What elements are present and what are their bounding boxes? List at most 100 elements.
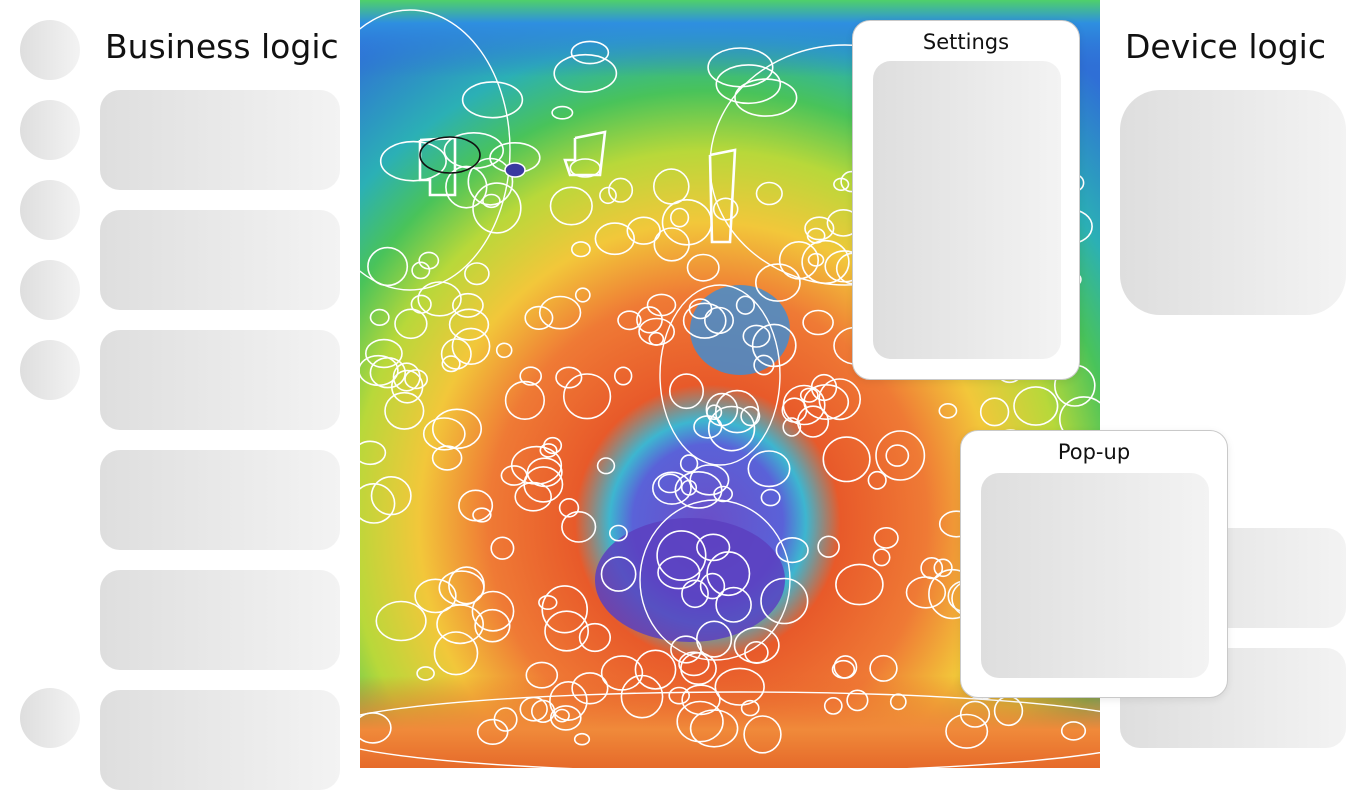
crater-ring — [561, 511, 597, 543]
popup-content-block — [981, 473, 1209, 678]
crater-ring — [668, 686, 691, 705]
crater-ring — [410, 294, 432, 314]
crater-ring — [490, 536, 515, 560]
crater-ring — [653, 227, 690, 262]
crater-ring — [411, 261, 431, 280]
crater-ring — [504, 380, 545, 421]
crater-ring — [945, 713, 989, 749]
crater-ring — [807, 252, 825, 267]
crater-ring — [670, 635, 702, 664]
placeholder-circle-3 — [20, 180, 80, 240]
crater-ring — [686, 253, 720, 282]
crater-ring — [751, 323, 797, 368]
crater-ring — [464, 262, 490, 286]
crater-ring — [549, 186, 593, 226]
crater-ring — [755, 181, 783, 206]
crater-ring — [551, 105, 574, 120]
crater-ring — [448, 308, 490, 341]
business-logic-block-6 — [100, 690, 340, 790]
crater-ring — [364, 338, 403, 369]
crater-ring — [570, 241, 591, 258]
crater-ring — [740, 406, 761, 427]
placeholder-circle-6 — [20, 688, 80, 748]
crater-ring — [550, 705, 582, 731]
crater-ring — [594, 222, 636, 256]
crater-ring — [471, 590, 515, 632]
crater-ring — [573, 732, 591, 746]
crater-ring — [905, 576, 947, 609]
crater-ring — [652, 168, 690, 205]
crater-ring — [875, 430, 926, 481]
crater-ring — [392, 362, 421, 392]
crater-ring — [524, 305, 554, 331]
crater-ring — [563, 373, 612, 420]
crater-ring — [441, 355, 461, 373]
crater-ring — [544, 610, 590, 652]
business-logic-block-2 — [100, 210, 340, 310]
placeholder-circle-1 — [20, 20, 80, 80]
crater-ring — [448, 566, 485, 605]
crater-ring — [873, 527, 899, 549]
crater-ring — [656, 530, 707, 581]
crater-ring — [802, 309, 834, 336]
crater-ring — [681, 684, 721, 716]
crater-ring — [782, 384, 826, 426]
crater-ring — [744, 640, 769, 664]
popup-panel[interactable]: Pop-up — [960, 430, 1228, 698]
settings-panel[interactable]: Settings — [852, 20, 1080, 380]
crater-ring — [1060, 721, 1087, 741]
crater-ring — [775, 536, 809, 564]
crater-ring — [705, 392, 739, 427]
crater-ring — [472, 182, 522, 234]
crater-ring — [747, 450, 791, 488]
crater-ring — [714, 389, 760, 434]
crater-ring — [495, 342, 513, 359]
crater-ring — [614, 366, 633, 386]
business-logic-title: Business logic — [105, 27, 339, 66]
crater-ring — [714, 667, 765, 706]
crater-ring — [440, 338, 472, 370]
crater-ring — [519, 366, 542, 386]
crater-ring — [539, 443, 558, 458]
crater-ring — [670, 207, 690, 228]
crater-ring — [571, 672, 609, 705]
crater-ring — [872, 548, 891, 567]
crater-ring — [754, 263, 801, 302]
crater-ring — [367, 246, 409, 287]
business-logic-block-3 — [100, 330, 340, 430]
crater-ring — [617, 310, 642, 331]
crater-ring — [472, 507, 492, 523]
crater-ring — [681, 579, 709, 609]
crater-ring — [753, 354, 775, 376]
crater-ring — [707, 47, 774, 88]
crater-ring — [600, 655, 644, 691]
crater-ring — [657, 473, 683, 494]
crater-ring — [379, 140, 447, 182]
crater-ring — [360, 440, 387, 466]
crater-ring — [696, 533, 731, 562]
crater-ring — [846, 689, 869, 712]
crater-ring — [638, 317, 676, 346]
crater-ring — [570, 40, 610, 65]
settings-content-block — [873, 61, 1061, 359]
crater-ring — [651, 471, 692, 505]
crater-ring — [432, 408, 483, 450]
device-logic-title: Device logic — [1125, 27, 1326, 66]
crater-ring — [433, 631, 479, 676]
crater-ring — [541, 585, 588, 634]
crater-ring — [760, 488, 781, 507]
crater-ring — [476, 718, 509, 746]
crater-ring — [510, 445, 563, 485]
crater-ring — [431, 445, 463, 471]
crater-ring — [715, 64, 782, 105]
crater-ring — [885, 444, 910, 467]
placeholder-circle-4 — [20, 260, 80, 320]
crater-ring — [735, 295, 756, 315]
crater-ring — [608, 524, 628, 542]
crater-ring — [831, 659, 856, 679]
device-logic-block-1 — [1120, 90, 1346, 315]
crater-ring — [360, 483, 396, 524]
popup-title: Pop-up — [1057, 440, 1131, 464]
crater-ring — [416, 666, 435, 681]
crater-ring — [596, 457, 616, 475]
